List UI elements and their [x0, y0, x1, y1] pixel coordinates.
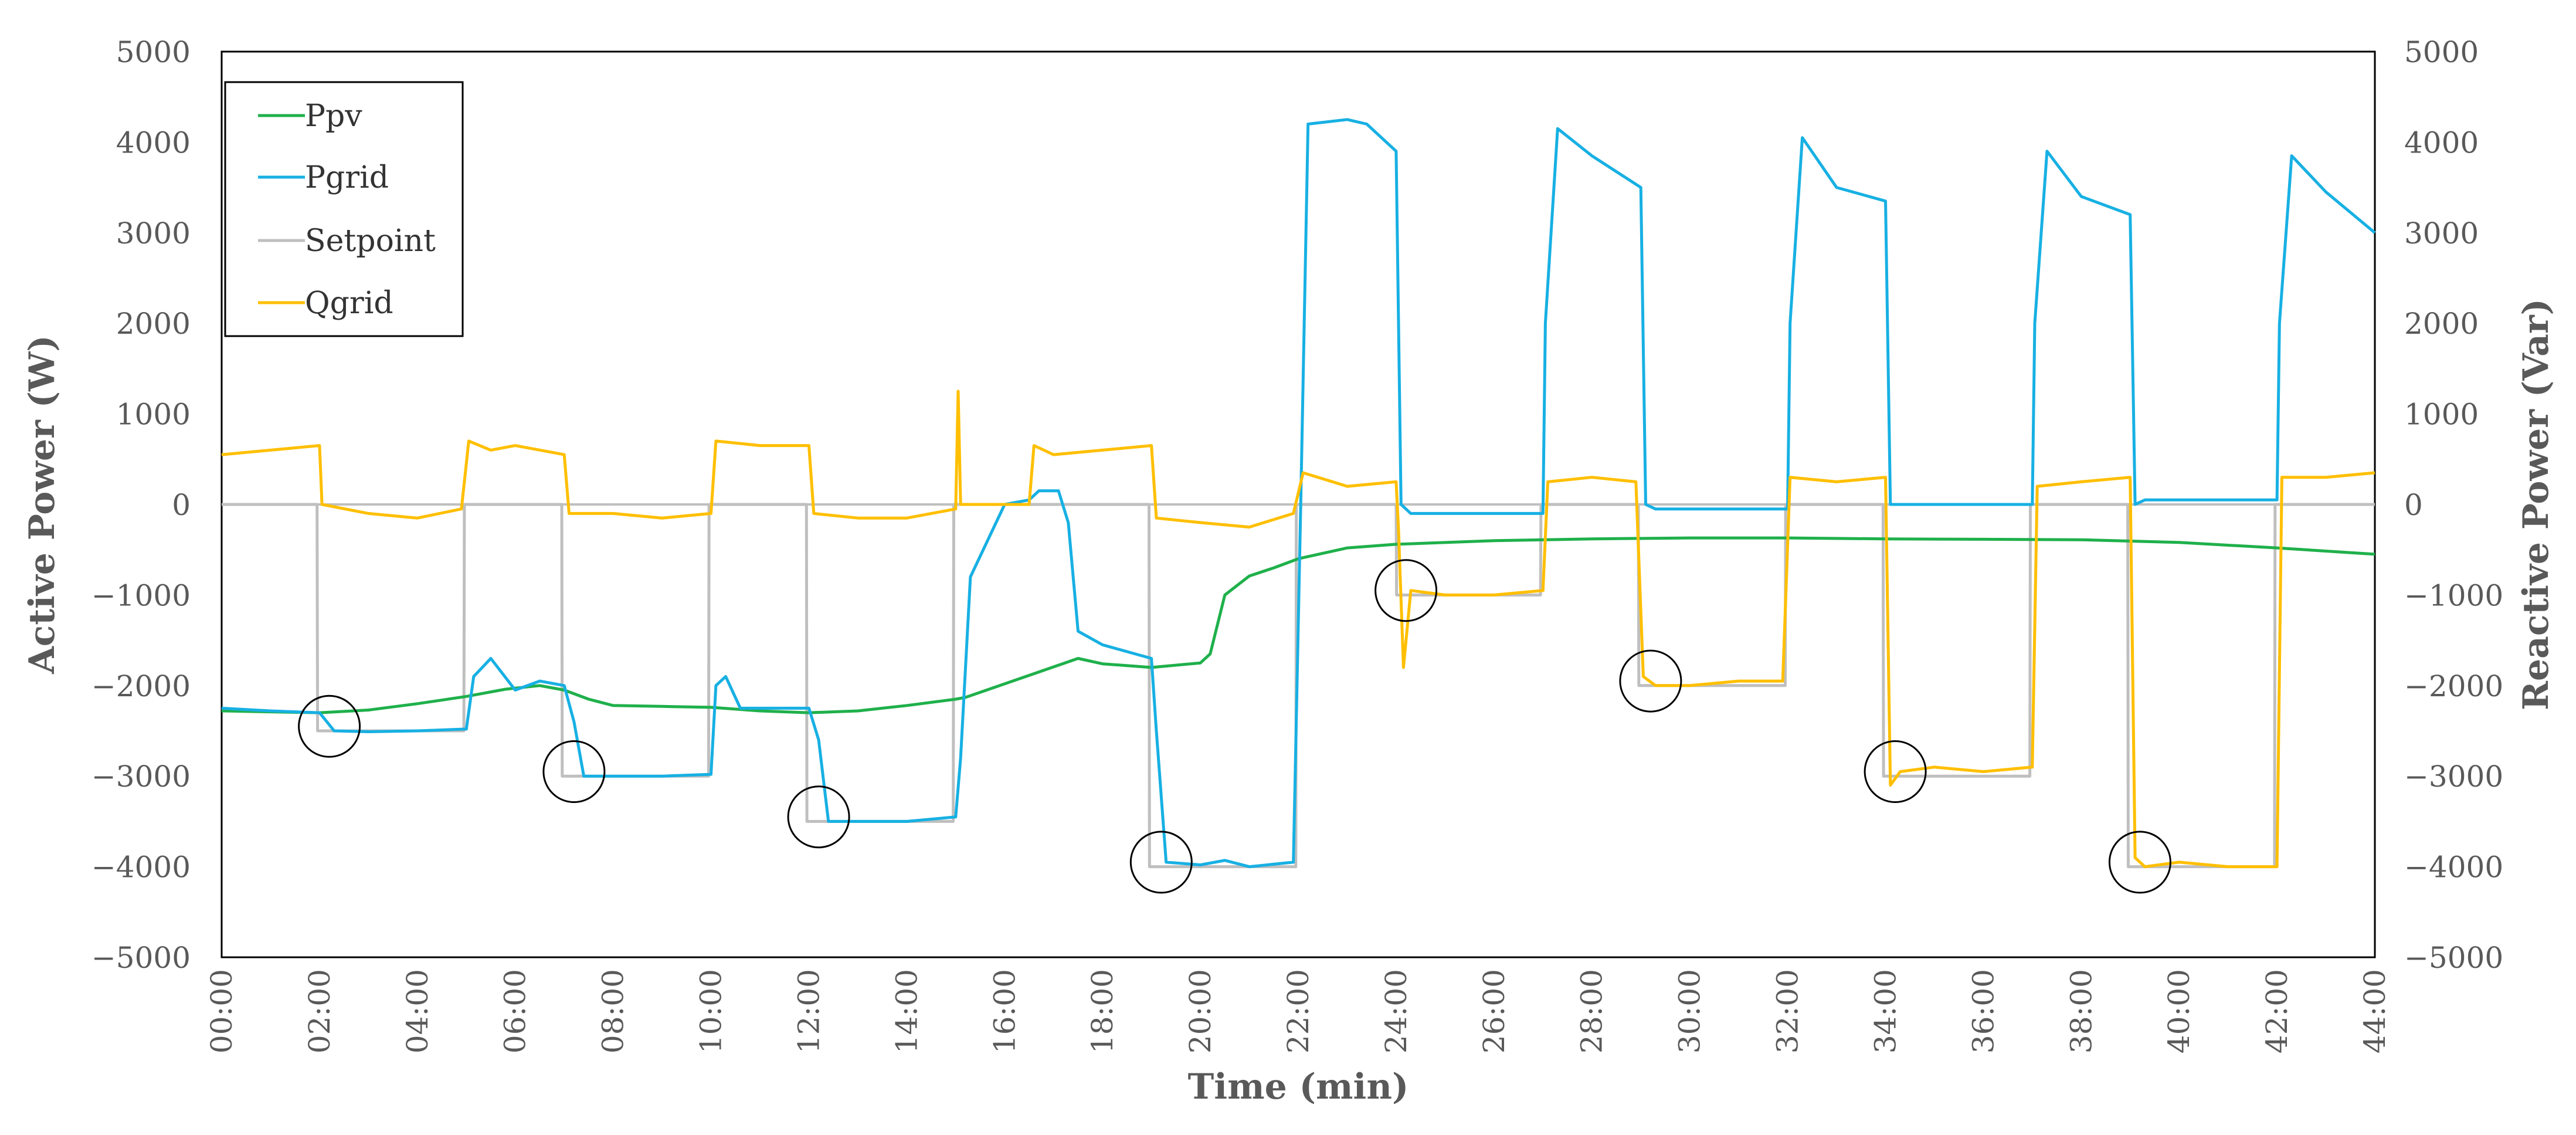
y-tick-label-left: −2000	[91, 669, 191, 703]
annotation-circle-4	[1129, 831, 1193, 894]
x-tick-label: 06:00	[498, 969, 532, 1053]
series-layer	[221, 118, 2376, 869]
annotation-circle-6	[1619, 649, 1682, 713]
y-tick-label-left: 4000	[116, 126, 191, 160]
y-tick-label-left: −5000	[91, 941, 191, 975]
x-tick-label: 14:00	[890, 969, 924, 1053]
annotation-circle-7	[1864, 740, 1927, 803]
y-axis-title-right: Reactive Power (Var)	[2516, 299, 2557, 710]
y-tick-label-right: 5000	[2404, 35, 2479, 69]
x-axis-ticks: 00:00 02:00 04:00 06:00 08:00 10:00 12:00 14:00…	[205, 969, 2392, 1053]
legend-label-pgrid: Pgrid	[305, 160, 389, 195]
y-tick-label-left: 3000	[116, 216, 191, 250]
x-tick-label: 38:00	[2064, 969, 2098, 1053]
annotation-circle-3	[787, 785, 850, 849]
y-tick-label-left: 0	[172, 488, 191, 522]
x-tick-label: 02:00	[303, 969, 337, 1053]
y-tick-label-right: 0	[2404, 488, 2423, 522]
x-tick-label: 34:00	[1869, 969, 1903, 1053]
legend-box	[224, 81, 464, 337]
x-tick-label: 42:00	[2260, 969, 2294, 1053]
y-tick-label-left: −4000	[91, 851, 191, 885]
x-tick-label: 12:00	[792, 969, 826, 1053]
y-tick-label-right: 3000	[2404, 216, 2479, 250]
x-axis-title: Time (min)	[1188, 1066, 1409, 1107]
y-tick-label-left: 1000	[116, 398, 191, 432]
annotation-circle-8	[2108, 831, 2171, 894]
legend-label-ppv: Ppv	[305, 99, 362, 134]
y-axis-left-ticks: 5000 4000 3000 2000 1000 0 −1000 −2000 −3000 −400…	[91, 35, 191, 975]
x-tick-label: 10:00	[694, 969, 728, 1053]
series-qgrid-line	[221, 389, 2375, 869]
x-tick-label: 40:00	[2162, 969, 2196, 1053]
annotation-circle-5	[1374, 559, 1438, 622]
y-tick-label-right: −2000	[2404, 669, 2503, 703]
x-tick-label: 32:00	[1771, 969, 1805, 1053]
y-axis-title-left: Active Power (W)	[22, 335, 63, 675]
y-tick-label-left: −3000	[91, 760, 191, 794]
y-tick-label-left: 5000	[116, 35, 191, 69]
legend-label-setpoint: Setpoint	[305, 223, 436, 259]
legend-label-qgrid: Qgrid	[305, 286, 393, 321]
y-tick-label-right: 4000	[2404, 126, 2479, 160]
x-tick-label: 28:00	[1575, 969, 1609, 1053]
y-axis-right-ticks: 5000 4000 3000 2000 1000 0 −1000 −2000 −3000 −400…	[2404, 35, 2503, 975]
y-tick-label-right: −3000	[2404, 760, 2503, 794]
x-tick-label: 30:00	[1673, 969, 1707, 1053]
annotation-circle-1	[298, 694, 361, 758]
x-tick-label: 04:00	[401, 969, 435, 1053]
series-pgrid-line	[221, 118, 2376, 869]
y-tick-label-right: 2000	[2404, 307, 2479, 341]
x-tick-label: 16:00	[987, 969, 1021, 1053]
legend: Ppv Pgrid Setpoint Qgrid	[224, 81, 464, 337]
x-tick-label: 20:00	[1183, 969, 1217, 1053]
y-tick-label-right: −5000	[2404, 941, 2503, 975]
x-tick-label: 36:00	[1966, 969, 2000, 1053]
y-tick-label-left: −1000	[91, 578, 191, 612]
annotation-layer	[298, 559, 2171, 894]
series-setpoint-line	[222, 503, 2375, 869]
y-tick-label-right: −1000	[2404, 578, 2503, 612]
x-tick-label: 08:00	[596, 969, 630, 1053]
annotation-circle-2	[542, 740, 606, 803]
y-tick-label-right: −4000	[2404, 851, 2503, 885]
y-tick-label-right: 1000	[2404, 398, 2479, 432]
x-tick-label: 00:00	[205, 969, 239, 1053]
x-tick-label: 44:00	[2358, 969, 2392, 1053]
x-tick-label: 26:00	[1477, 969, 1511, 1053]
x-tick-label: 24:00	[1379, 969, 1413, 1053]
x-tick-label: 18:00	[1085, 969, 1119, 1053]
y-tick-label-left: 2000	[116, 307, 191, 341]
x-tick-label: 22:00	[1281, 969, 1315, 1053]
